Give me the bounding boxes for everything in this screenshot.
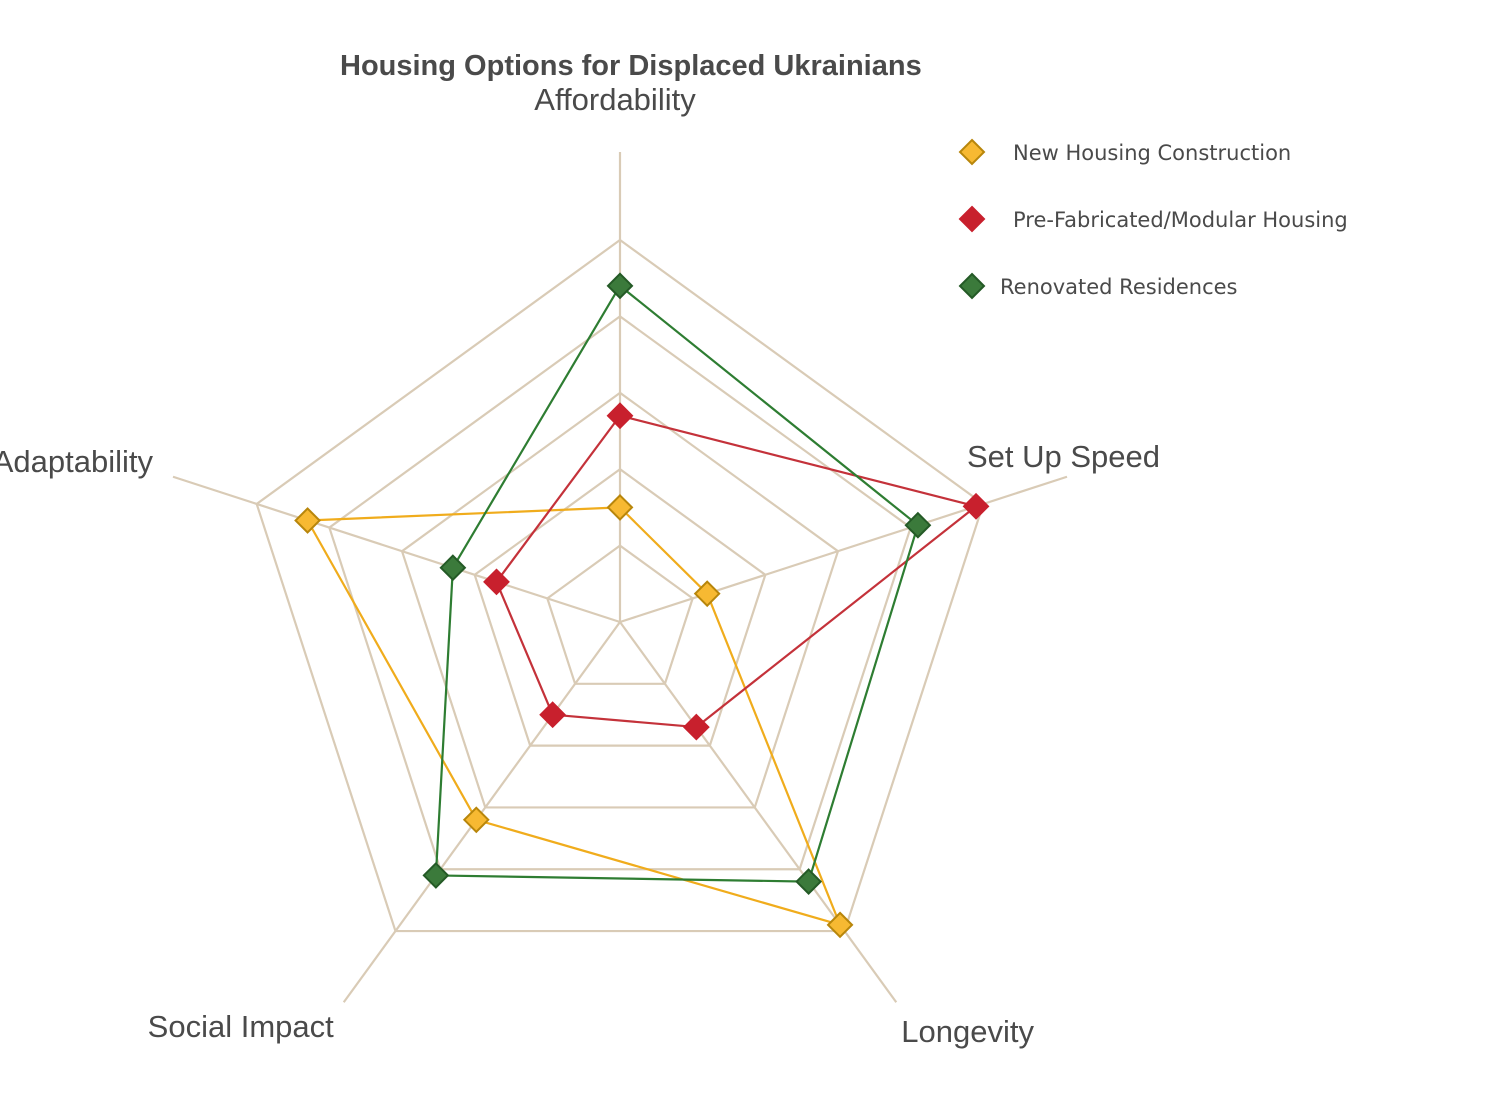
data-point-renovated-residences-adaptability [439, 554, 467, 582]
axis-label-set-up-speed: Set Up Speed [967, 439, 1160, 474]
data-point-new-housing-construction-affordability [606, 493, 634, 521]
data-point-renovated-residences-longevity [795, 868, 823, 896]
chart-title: Housing Options for Displaced Ukrainians [340, 50, 922, 82]
grid-ring-5 [255, 238, 985, 933]
data-point-new-housing-construction-longevity [826, 911, 854, 939]
data-point-pre-fabricated-modular-housing-adaptability [483, 568, 510, 596]
series-line-new-housing-construction [306, 506, 842, 926]
axis-label-social-impact: Social Impact [148, 1009, 334, 1044]
data-point-new-housing-construction-set-up-speed [693, 580, 721, 608]
axis-spoke-adaptability [172, 475, 621, 624]
grid-ring-3 [400, 391, 840, 809]
grid-ring-2 [473, 467, 767, 747]
legend-label-pre-fabricated-modular-housing: Pre-Fabricated/Modular Housing [1013, 208, 1348, 232]
series-new-housing-construction [294, 493, 854, 939]
legend-label-renovated-residences: Renovated Residences [1000, 275, 1238, 299]
legend: New Housing Construction Pre-Fabricated/M… [958, 138, 1348, 300]
data-point-pre-fabricated-modular-housing-longevity [682, 713, 710, 741]
axis-label-longevity: Longevity [901, 1014, 1034, 1049]
series-line-renovated-residences [434, 284, 920, 883]
series-renovated-residences [422, 272, 932, 896]
data-point-pre-fabricated-modular-housing-affordability [606, 402, 634, 430]
legend-marker-renovated-residences [958, 272, 986, 300]
data-point-new-housing-construction-social-impact [462, 806, 490, 834]
grid-ring-1 [546, 544, 694, 685]
data-point-renovated-residences-affordability [606, 272, 634, 300]
axis-spoke-longevity [619, 621, 898, 1003]
data-point-pre-fabricated-modular-housing-set-up-speed [962, 492, 990, 520]
axis-label-affordability: Affordability [534, 82, 696, 117]
axis-label-adaptability: Adaptability [0, 444, 153, 479]
data-point-new-housing-construction-adaptability [294, 507, 321, 534]
axis-labels: Affordability Set Up Speed Longevity Social… [0, 82, 1160, 1049]
legend-marker-new-housing-construction [958, 138, 986, 166]
axis-spoke-set-up-speed [619, 475, 1068, 624]
data-point-renovated-residences-set-up-speed [904, 511, 932, 539]
legend-marker-pre-fabricated-modular-housing [958, 205, 986, 233]
series-group [294, 272, 990, 939]
legend-label-new-housing-construction: New Housing Construction [1013, 141, 1291, 165]
series-line-pre-fabricated-modular-housing [495, 414, 978, 729]
series-pre-fabricated-modular-housing [483, 402, 990, 741]
grid-ring-4 [328, 315, 912, 871]
data-point-pre-fabricated-modular-housing-social-impact [539, 701, 567, 729]
data-point-renovated-residences-social-impact [422, 862, 450, 889]
